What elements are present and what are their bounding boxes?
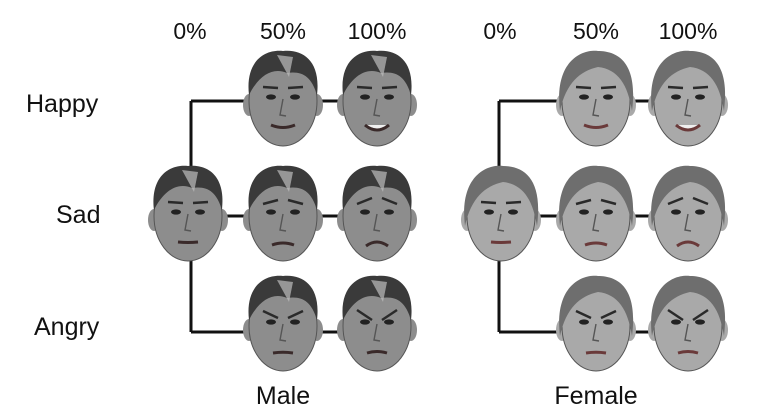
- header-male-0: 0%: [173, 18, 207, 44]
- face-male-happy-100: [337, 50, 417, 147]
- face-male-angry-100: [337, 275, 417, 372]
- row-label-angry: Angry: [34, 313, 100, 341]
- face-female-sad-50: [556, 165, 636, 262]
- face-male-angry-50: [243, 275, 323, 372]
- header-female-0: 0%: [483, 18, 517, 44]
- header-male-100: 100%: [347, 18, 407, 44]
- group-label-female: Female: [554, 382, 638, 410]
- face-male-neutral-0: [148, 165, 228, 262]
- group-label-male: Male: [255, 382, 311, 410]
- header-female-100: 100%: [658, 18, 718, 44]
- header-female-50: 50%: [572, 18, 620, 44]
- face-female-angry-50: [556, 275, 636, 372]
- face-male-sad-50: [243, 165, 323, 262]
- face-female-neutral-0: [461, 165, 541, 262]
- face-female-happy-50: [556, 50, 636, 147]
- face-male-sad-100: [337, 165, 417, 262]
- header-male-50: 50%: [259, 18, 307, 44]
- face-female-happy-100: [648, 50, 728, 147]
- row-label-happy: Happy: [26, 90, 99, 118]
- face-female-sad-100: [648, 165, 728, 262]
- row-label-sad: Sad: [56, 201, 101, 229]
- face-female-angry-100: [648, 275, 728, 372]
- face-male-happy-50: [243, 50, 323, 147]
